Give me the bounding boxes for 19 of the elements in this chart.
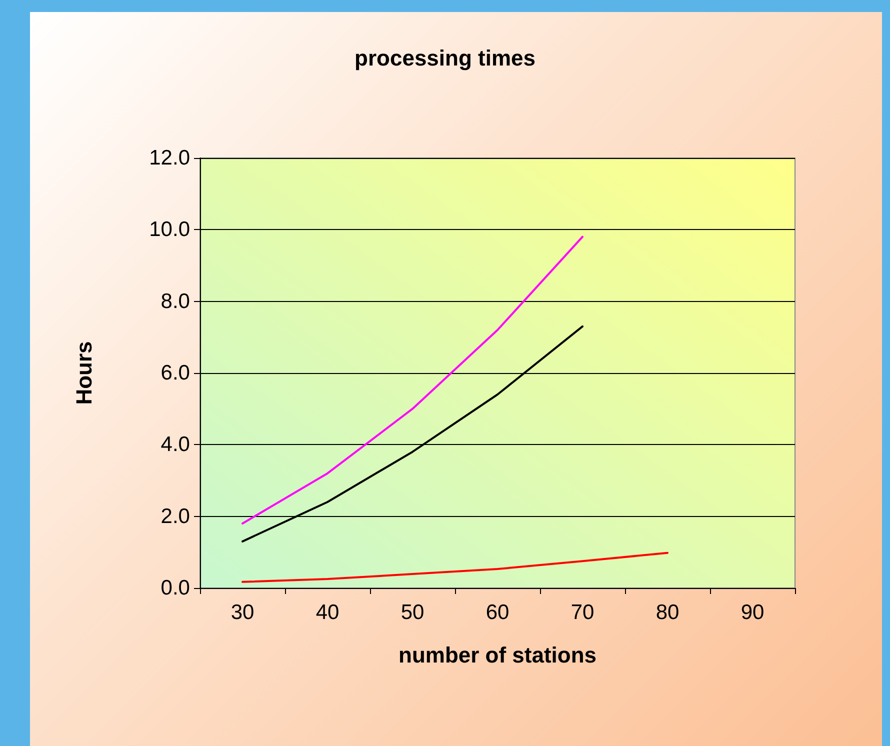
- y-tick-label: 8.0: [160, 290, 190, 313]
- y-tick-label: 12.0: [149, 146, 190, 170]
- y-tick-label: 6.0: [160, 362, 190, 384]
- y-tick-label: 4.0: [160, 433, 190, 456]
- x-tick-label: 50: [400, 601, 424, 624]
- y-tick-label: 2.0: [160, 504, 190, 528]
- y-tick-label: 0.0: [160, 576, 190, 600]
- x-tick-label: 30: [230, 601, 254, 624]
- x-tick-label: 90: [740, 601, 764, 624]
- x-tick-label: 40: [316, 601, 340, 624]
- chart-title: processing times: [354, 46, 536, 70]
- x-axis-title: number of stations: [398, 642, 597, 668]
- line-series: [242, 236, 584, 524]
- x-tick-label: 70: [570, 601, 594, 624]
- x-tick-label: 60: [486, 601, 510, 624]
- y-tick-label: 10.0: [149, 218, 190, 242]
- y-axis-title: Hours: [72, 341, 96, 405]
- x-tick-label: 80: [656, 601, 680, 624]
- line-series: [242, 552, 668, 583]
